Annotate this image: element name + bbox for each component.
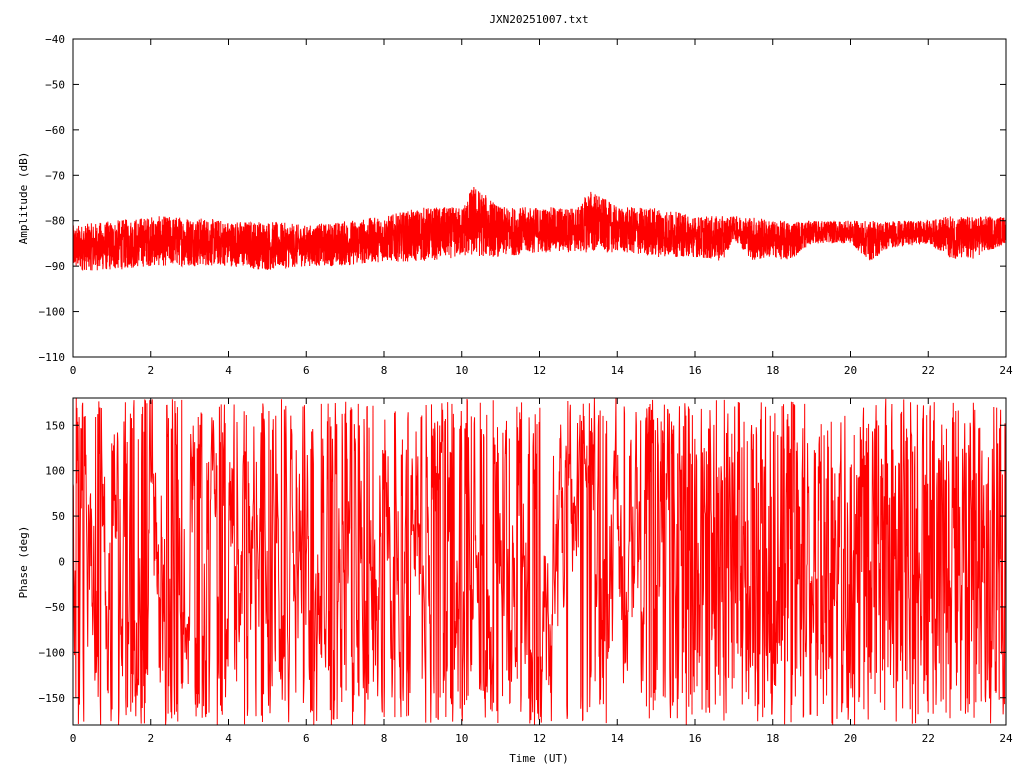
amplitude-x-tick-label: 22 <box>922 364 935 377</box>
amplitude-y-tick-label: −80 <box>45 215 65 228</box>
phase-panel: 0 2 4 6 8 10 12 14 16 18 20 22 24150100500−50−100−15… <box>17 397 1013 765</box>
amplitude-plot-frame <box>72 38 1007 358</box>
phase-x-tick-label: 14 <box>611 732 625 745</box>
phase-x-tick-label: 22 <box>922 732 935 745</box>
phase-x-tick-label: 6 <box>303 732 310 745</box>
amplitude-x-tick-label: 8 <box>381 364 388 377</box>
phase-series <box>72 398 1007 725</box>
amplitude-y-tick-label: −60 <box>45 124 65 137</box>
phase-x-tick-label: 12 <box>533 732 546 745</box>
amplitude-y-tick-label: −40 <box>45 33 65 46</box>
amplitude-y-tick-label: −50 <box>45 78 65 91</box>
phase-x-tick-label: 2 <box>147 732 154 745</box>
amplitude-y-tick-label: −100 <box>39 306 66 319</box>
phase-x-tick-label: 8 <box>381 732 388 745</box>
phase-x-tick-label: 10 <box>455 732 468 745</box>
chart-title: JXN20251007.txt <box>489 13 588 26</box>
phase-y-tick-label: −50 <box>45 601 65 614</box>
phase-x-tick-label: 18 <box>766 732 779 745</box>
amplitude-x-tick-label: 0 <box>70 364 77 377</box>
amplitude-x-tick-label: 24 <box>999 364 1013 377</box>
amplitude-x-tick-label: 4 <box>225 364 232 377</box>
amplitude-x-tick-label: 6 <box>303 364 310 377</box>
phase-x-tick-label: 20 <box>844 732 857 745</box>
phase-axes: 0 2 4 6 8 10 12 14 16 18 20 22 24150100500−50−100−15… <box>39 398 1013 745</box>
phase-y-tick-label: 150 <box>45 419 65 432</box>
phase-y-tick-label: 50 <box>52 510 65 523</box>
phase-y-tick-label: 100 <box>45 465 65 478</box>
amplitude-series <box>72 186 1007 271</box>
amplitude-x-tick-label: 20 <box>844 364 857 377</box>
amplitude-x-tick-label: 12 <box>533 364 546 377</box>
amplitude-y-tick-label: −110 <box>39 351 66 364</box>
amplitude-line <box>72 186 1007 271</box>
amplitude-panel: 0 2 4 6 8 10 12 14 16 18 20 22 24−40−50−60−70−80−90−… <box>17 33 1013 377</box>
phase-line <box>72 398 1007 725</box>
phase-y-tick-label: −100 <box>39 646 66 659</box>
amplitude-axes: 0 2 4 6 8 10 12 14 16 18 20 22 24−40−50−60−70−80−90−… <box>39 33 1013 377</box>
phase-y-tick-label: 0 <box>58 556 65 569</box>
phase-x-tick-label: 4 <box>225 732 232 745</box>
phase-x-tick-label: 24 <box>999 732 1013 745</box>
amplitude-x-tick-label: 10 <box>455 364 468 377</box>
x-axis-label: Time (UT) <box>509 752 569 765</box>
amplitude-y-axis-label: Amplitude (dB) <box>17 152 30 245</box>
amplitude-x-tick-label: 2 <box>147 364 154 377</box>
amplitude-x-tick-label: 16 <box>688 364 701 377</box>
amplitude-y-tick-label: −90 <box>45 260 65 273</box>
amplitude-x-tick-label: 18 <box>766 364 779 377</box>
phase-y-tick-label: −150 <box>39 692 66 705</box>
phase-y-axis-label: Phase (deg) <box>17 526 30 599</box>
phase-x-tick-label: 16 <box>688 732 701 745</box>
amplitude-y-tick-label: −70 <box>45 169 65 182</box>
amplitude-x-tick-label: 14 <box>611 364 625 377</box>
phase-x-tick-label: 0 <box>70 732 77 745</box>
